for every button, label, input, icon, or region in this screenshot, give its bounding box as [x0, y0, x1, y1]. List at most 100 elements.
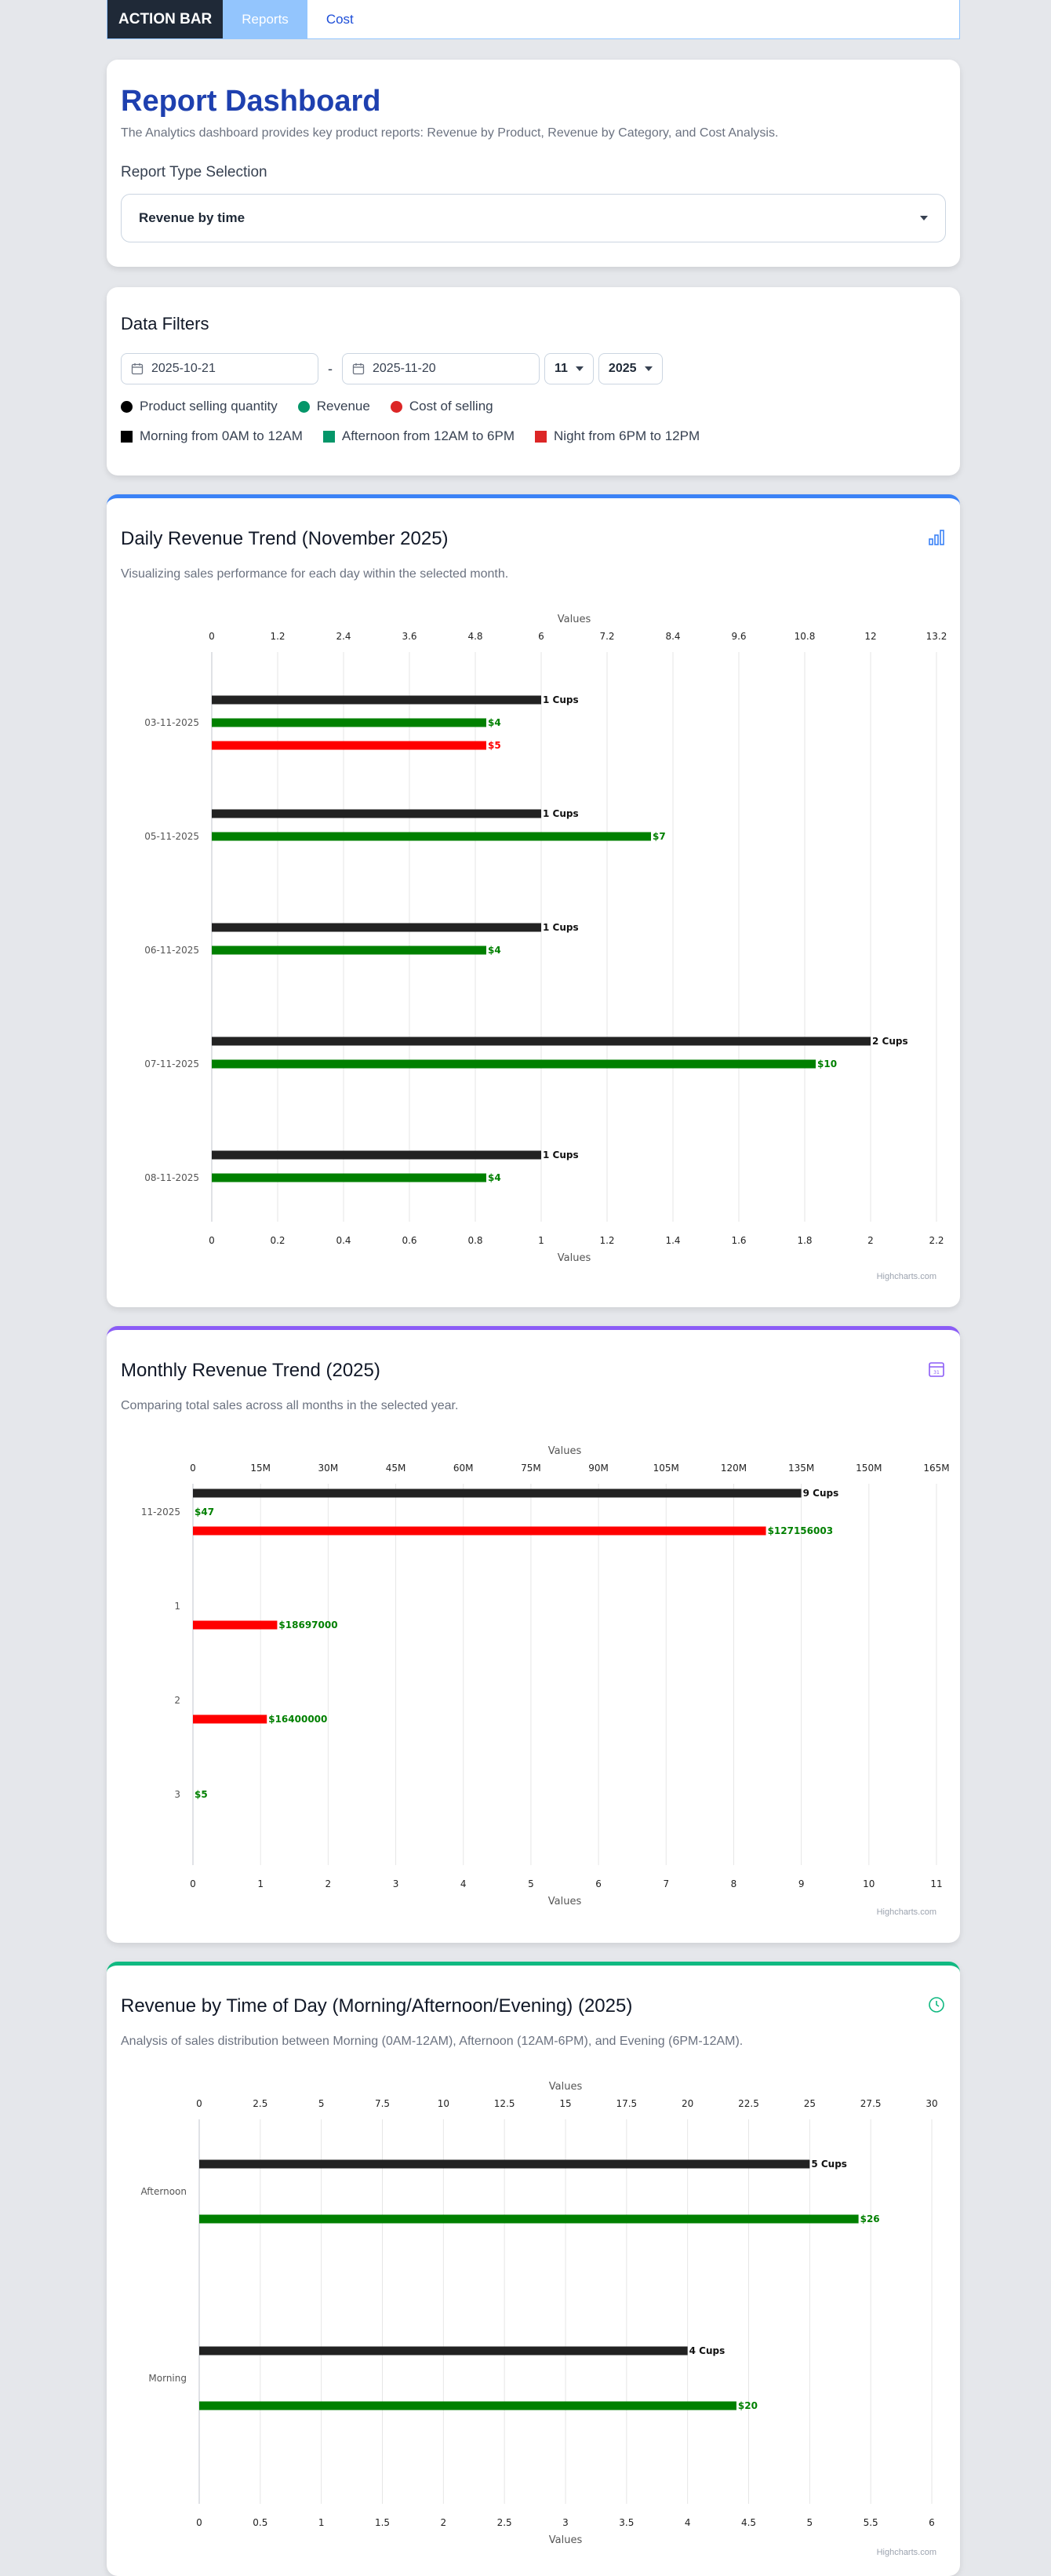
bar: [212, 741, 486, 750]
month-select[interactable]: 11: [544, 353, 594, 384]
tab-cost[interactable]: Cost: [325, 11, 354, 27]
start-date-field[interactable]: 2025-10-21: [121, 353, 318, 384]
chart-title: Daily Revenue Trend (November 2025): [121, 528, 449, 549]
monthly-revenue-chart[interactable]: Values Values 0 15M 30M 45M 60M 75M 90M 105M 120M 1…: [107, 1440, 960, 1926]
data-label: $5: [195, 1789, 208, 1800]
bottom-axis-title: Values: [548, 1896, 582, 1907]
bottom-tick-label: 2.5: [497, 2517, 512, 2528]
legend-item-afternoon[interactable]: Afternoon from 12AM to 6PM: [322, 428, 515, 444]
top-tick-label: 27.5: [860, 2098, 882, 2109]
bottom-tick-label: 3: [393, 1878, 399, 1889]
legend-label: Afternoon from 12AM to 6PM: [341, 428, 515, 443]
chart-credits[interactable]: Highcharts.com: [876, 2548, 936, 2557]
top-tick-label: 8.4: [665, 631, 680, 642]
bottom-tick-label: 10: [863, 1878, 875, 1889]
tab-reports[interactable]: Reports: [223, 0, 307, 38]
bottom-tick-label: 5.5: [864, 2517, 878, 2528]
bottom-tick-label: 3: [562, 2517, 569, 2528]
year-select[interactable]: 2025: [598, 353, 663, 384]
top-tick-label: 25: [804, 2098, 816, 2109]
legend-item-cost[interactable]: Cost of selling: [390, 399, 493, 414]
top-tick-label: 0: [196, 2098, 202, 2109]
legend-item-morning[interactable]: Morning from 0AM to 12AM: [121, 428, 303, 444]
bar: [199, 2159, 810, 2169]
time-legend: Morning from 0AM to 12AM Afternoon from …: [121, 428, 946, 444]
bottom-tick-label: 0: [190, 1878, 196, 1889]
bottom-tick-label: 1: [257, 1878, 264, 1889]
legend-dot: [121, 400, 133, 413]
top-tick-label: 7.2: [599, 631, 614, 642]
clock-icon[interactable]: [927, 1995, 946, 2014]
category-label: 3: [174, 1789, 180, 1800]
top-tick-label: 3.6: [402, 631, 416, 642]
top-tick-label: 2.4: [336, 631, 351, 642]
bottom-tick-label: 1.5: [375, 2517, 390, 2528]
data-label: 5 Cups: [811, 2159, 847, 2170]
chart-description: Comparing total sales across all months …: [121, 1399, 459, 1412]
bar: [199, 2346, 688, 2356]
data-label: 4 Cups: [689, 2345, 726, 2356]
filters-title: Data Filters: [121, 314, 209, 333]
bottom-axis-title: Values: [549, 2534, 583, 2546]
chart-description: Visualizing sales performance for each d…: [121, 567, 509, 581]
bottom-tick-label: 0.5: [253, 2517, 267, 2528]
bottom-tick-label: 0: [196, 2517, 202, 2528]
chevron-down-icon: [920, 216, 928, 220]
legend-item-revenue[interactable]: Revenue: [297, 399, 370, 414]
chart-credits[interactable]: Highcharts.com: [876, 1907, 936, 1917]
bar: [212, 718, 486, 727]
bottom-tick-label: 2: [441, 2517, 447, 2528]
legend-item-night[interactable]: Night from 6PM to 12PM: [535, 428, 700, 444]
data-label: $4: [488, 945, 501, 956]
data-label: $127156003: [768, 1525, 834, 1536]
calendar-icon[interactable]: 31: [927, 1360, 946, 1379]
bottom-tick-label: 9: [798, 1878, 805, 1889]
legend-label: Morning from 0AM to 12AM: [140, 428, 303, 443]
category-label: Morning: [148, 2373, 187, 2384]
bottom-tick-label: 1.8: [797, 1235, 812, 1246]
bar: [199, 2214, 859, 2224]
top-tick-label: 75M: [521, 1463, 541, 1474]
legend-label: Cost of selling: [409, 399, 493, 414]
data-label: $7: [653, 831, 666, 842]
bottom-axis-title: Values: [558, 1252, 591, 1264]
bottom-tick-label: 0.4: [336, 1235, 351, 1246]
bar-chart-icon[interactable]: [927, 528, 946, 547]
bar: [193, 1488, 802, 1498]
svg-text:31: 31: [933, 1370, 940, 1375]
top-tick-label: 10.8: [795, 631, 816, 642]
top-tick-label: 10: [438, 2098, 449, 2109]
data-label: $5: [488, 740, 501, 751]
report-type-label: Report Type Selection: [121, 164, 267, 180]
chart-description: Analysis of sales distribution between M…: [121, 2035, 744, 2048]
data-label: 2 Cups: [872, 1036, 908, 1047]
top-tick-label: 165M: [923, 1463, 949, 1474]
top-tick-label: 4.8: [467, 631, 482, 642]
data-label: $26: [860, 2213, 880, 2224]
legend-label: Night from 6PM to 12PM: [554, 428, 700, 443]
top-tick-label: 60M: [453, 1463, 474, 1474]
monthly-revenue-card: Monthly Revenue Trend (2025) 31 Comparin…: [107, 1326, 960, 1943]
bottom-tick-label: 1.2: [599, 1235, 614, 1246]
legend-dot: [390, 400, 402, 413]
top-tick-label: 90M: [588, 1463, 609, 1474]
bar: [199, 2401, 736, 2410]
bottom-tick-label: 5: [807, 2517, 813, 2528]
bar: [193, 1714, 267, 1724]
legend-item-quantity[interactable]: Product selling quantity: [121, 399, 278, 414]
brand-logo[interactable]: ACTION BAR: [107, 0, 224, 38]
report-type-select[interactable]: Revenue by time: [121, 194, 946, 242]
chart-credits[interactable]: Highcharts.com: [876, 1272, 936, 1281]
category-label: 08-11-2025: [144, 1172, 199, 1183]
end-date-field[interactable]: 2025-11-20: [342, 353, 540, 384]
top-tick-label: 30M: [318, 1463, 339, 1474]
bottom-tick-label: 3.5: [619, 2517, 634, 2528]
legend-label: Product selling quantity: [140, 399, 278, 414]
chevron-down-icon: [644, 366, 653, 371]
bottom-tick-label: 11: [930, 1878, 942, 1889]
category-label: 03-11-2025: [144, 717, 199, 728]
bottom-tick-label: 0.8: [467, 1235, 482, 1246]
bar: [212, 809, 541, 818]
